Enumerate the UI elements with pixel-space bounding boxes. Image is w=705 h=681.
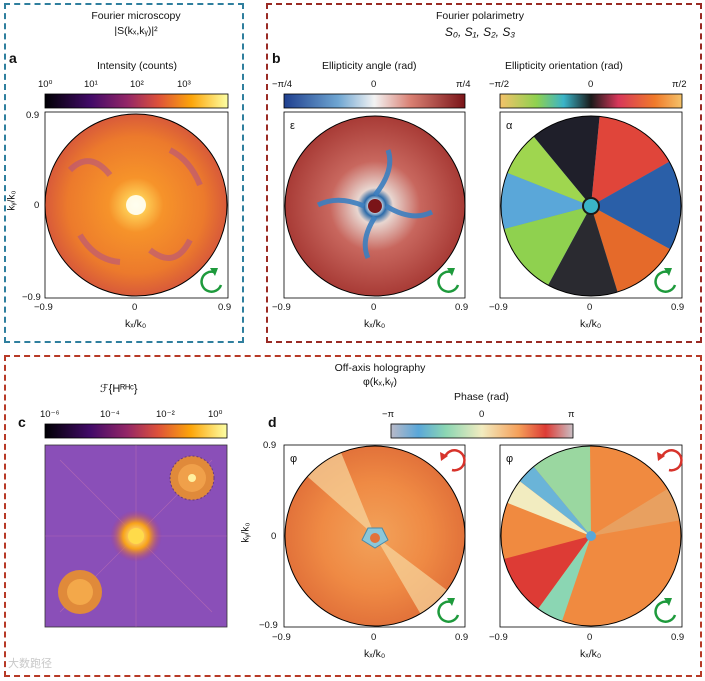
panel-a-cb-tick-1: 10⁰ [38, 79, 53, 90]
panel-a-ytick-mid: 0 [34, 200, 40, 211]
panel-d-xlabel-2: kₓ/k₀ [580, 648, 602, 660]
panel-d-symbol-2: φ [506, 453, 514, 465]
panel-a-xtick-left: −0.9 [34, 302, 53, 313]
panel-a-xtick-right: 0.9 [218, 302, 232, 313]
panel-d-colorbar-label: Phase (rad) [454, 391, 509, 403]
panel-b-eps-colorbar [283, 93, 466, 109]
panel-d-arrow-green-1 [437, 598, 460, 623]
panel-a-subtitle: |S(kₓ,kᵧ)|² [114, 25, 158, 37]
panel-d-colorbar [390, 423, 574, 439]
panel-c-cb-tick-2: 10⁻⁴ [100, 409, 120, 420]
watermark: 大数跑径 [8, 658, 52, 670]
panel-a-letter: a [9, 50, 17, 66]
panel-d-xtick-1-left: −0.9 [272, 632, 291, 643]
panel-a-ytick-bot: −0.9 [22, 292, 41, 303]
panel-b-eps-spiral [316, 149, 434, 260]
panel-a-cb-tick-2: 10¹ [84, 79, 98, 90]
panel-b-eps-label: Ellipticity angle (rad) [322, 60, 417, 72]
panel-d-subtitle: φ(kₓ,kᵧ) [362, 376, 398, 388]
panel-b-title: Fourier polarimetry [435, 10, 525, 22]
panel-b-letter: b [272, 50, 281, 66]
panel-c-cb-tick-1: 10⁻⁶ [40, 409, 60, 420]
panel-a-colorbar [44, 93, 229, 109]
panel-a-cb-tick-3: 10² [130, 79, 144, 90]
panel-b-alpha-tick-1: −π/2 [489, 79, 510, 90]
panel-b-alpha-symbol: α [506, 120, 513, 132]
panel-d-cb-tick-1: −π [382, 409, 395, 420]
panel-d-xtick-1-mid: 0 [371, 632, 377, 643]
panel-b-eps-arrow [437, 268, 460, 293]
panel-cd-frame [4, 355, 702, 677]
panel-d-cb-tick-3: π [568, 409, 575, 420]
panel-a-xlabel: kₓ/k₀ [125, 318, 147, 330]
panel-d-ytick-mid: 0 [271, 531, 277, 542]
panel-b-frame [266, 3, 702, 343]
panel-a-ylabel: kᵧ/k₀ [6, 190, 18, 211]
panel-d-arrow-green-2 [654, 598, 677, 623]
panel-b-eps-tick-3: π/4 [456, 79, 471, 90]
panel-d-ytick-top: 0.9 [263, 440, 277, 451]
panel-a-rotation-arrow [200, 268, 223, 293]
panel-b-alpha-xlabel: kₓ/k₀ [580, 318, 602, 330]
panel-a-title: Fourier microscopy [91, 10, 181, 22]
panel-a-texture [67, 147, 203, 265]
panel-b-alpha-xtick-left: −0.9 [489, 302, 508, 313]
panel-a-colorbar-label: Intensity (counts) [97, 60, 177, 72]
panel-b-alpha-arrow [654, 268, 677, 293]
panel-b-alpha-label: Ellipticity orientation (rad) [505, 60, 623, 72]
panel-b-alpha-colorbar [499, 93, 683, 109]
panel-a-frame [4, 3, 244, 343]
panel-b-eps-xlabel: kₓ/k₀ [364, 318, 386, 330]
panel-d-letter: d [268, 414, 277, 430]
panel-d-symbol-1: φ [290, 453, 298, 465]
panel-d-arrow-red-2 [657, 449, 683, 472]
panel-d-xtick-2-right: 0.9 [671, 632, 685, 643]
panel-a-ytick-top: 0.9 [26, 110, 40, 121]
panel-d-ylabel: kᵧ/k₀ [240, 522, 252, 543]
panel-d-xtick-1-right: 0.9 [455, 632, 469, 643]
panel-c-colorbar [44, 423, 228, 439]
panel-a-cb-tick-4: 10³ [177, 79, 191, 90]
panel-c-title: ℱ{Hᴿᴴᶜ} [100, 383, 138, 395]
panel-c-cb-tick-4: 10⁰ [208, 409, 223, 420]
panel-b-eps-xtick-mid: 0 [371, 302, 377, 313]
panel-b-eps-xtick-left: −0.9 [272, 302, 291, 313]
panel-c-cb-tick-3: 10⁻² [156, 409, 175, 420]
panel-b-eps-tick-1: −π/4 [272, 79, 293, 90]
panel-b-eps-symbol: ε [290, 120, 295, 132]
panel-d-xtick-2-left: −0.9 [489, 632, 508, 643]
panel-c-letter: c [18, 414, 26, 430]
panel-b-alpha-xtick-right: 0.9 [671, 302, 685, 313]
panel-d-phase-disk-2 [501, 446, 681, 626]
panel-d-ytick-bot: −0.9 [259, 620, 278, 631]
panel-b-eps-tick-2: 0 [371, 79, 377, 90]
panel-d-xlabel-1: kₓ/k₀ [364, 648, 386, 660]
panel-d-xtick-2-mid: 0 [587, 632, 593, 643]
panel-d-cb-tick-2: 0 [479, 409, 485, 420]
panel-b-eps-xtick-right: 0.9 [455, 302, 469, 313]
panel-b-alpha-tick-2: 0 [588, 79, 594, 90]
panel-a-xtick-mid: 0 [132, 302, 138, 313]
panel-d-arrow-red-1 [440, 449, 466, 472]
panel-b-subtitle: S₀, S₁, S₂, S₃ [444, 25, 516, 39]
panel-d-title: Off-axis holography [334, 362, 426, 374]
panel-b-alpha-xtick-mid: 0 [587, 302, 593, 313]
panel-b-alpha-tick-3: π/2 [672, 79, 687, 90]
